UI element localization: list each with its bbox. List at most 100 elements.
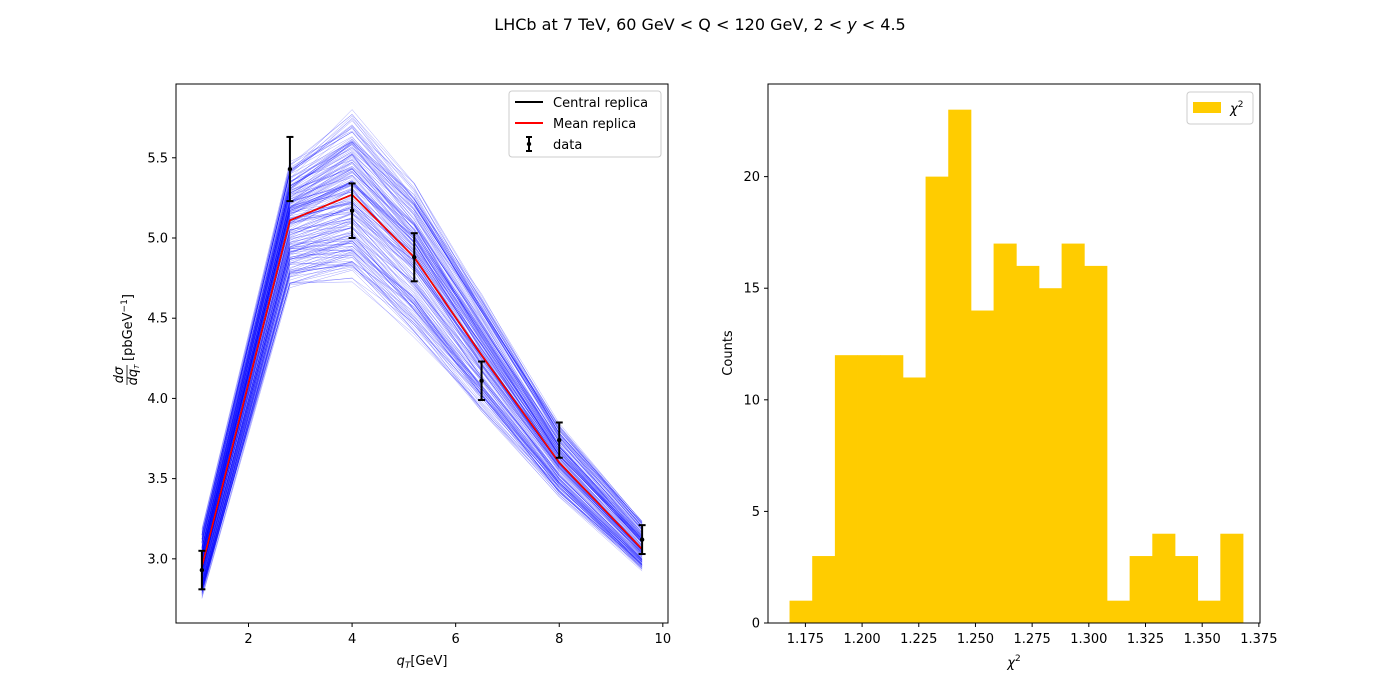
- histogram-bar: [1220, 533, 1244, 623]
- replica-line: [201, 257, 643, 590]
- legend-central-label: Central replica: [553, 96, 648, 111]
- replica-line: [201, 232, 643, 584]
- y-axis-label: Counts: [721, 330, 736, 376]
- legend-box: [508, 90, 662, 158]
- histogram-bar: [1129, 556, 1153, 623]
- legend-data-marker: [526, 141, 532, 147]
- label-part: χ: [1006, 656, 1016, 671]
- replica-line: [201, 250, 643, 589]
- replica-line: [201, 218, 643, 578]
- replica-line: [201, 227, 643, 579]
- replica-line: [201, 265, 643, 591]
- replica-line: [201, 227, 643, 578]
- replica-line: [201, 240, 643, 588]
- x-tick-label: 1.375: [1240, 632, 1277, 647]
- replica-line: [201, 232, 643, 580]
- label-part: T: [133, 364, 141, 369]
- data-point: [557, 437, 562, 443]
- replica-line: [201, 248, 643, 584]
- replica-line: [201, 249, 643, 584]
- replica-line: [201, 240, 643, 586]
- y-tick-label: 5.0: [147, 232, 168, 247]
- x-tick-label: 1.250: [957, 632, 994, 647]
- title-part: y: [846, 15, 857, 34]
- y-tick-label: 15: [743, 282, 760, 297]
- histogram-bar: [880, 355, 904, 623]
- label-part: −1: [120, 299, 130, 312]
- label-part: q: [397, 654, 405, 669]
- x-axis-label: qT[GeV]: [397, 654, 448, 671]
- replica-line: [201, 213, 643, 580]
- right-axes-frame: [767, 83, 1261, 624]
- histogram-bar: [1197, 600, 1221, 623]
- replica-line: [201, 230, 643, 586]
- x-tick-label: 10: [655, 632, 672, 647]
- replica-line: [201, 264, 643, 595]
- title-part: < 4.5: [857, 15, 906, 34]
- replica-line: [201, 262, 643, 592]
- legend-hist-label: χ2: [1229, 100, 1243, 117]
- histogram-bar: [1174, 556, 1199, 623]
- left-axes-frame: [175, 83, 669, 624]
- replica-line: [201, 246, 643, 585]
- replica-line: [201, 217, 643, 577]
- replica-line: [201, 190, 643, 561]
- replica-line: [201, 206, 643, 576]
- y-tick-label: 4.0: [147, 392, 168, 407]
- replica-line: [201, 261, 643, 592]
- x-tick-label: 8: [555, 632, 563, 647]
- x-tick-label: 1.225: [900, 632, 937, 647]
- y-tick-label: 3.0: [147, 552, 168, 567]
- histogram-bar: [834, 355, 858, 623]
- legend-mean-label: Mean replica: [553, 117, 636, 132]
- histogram-bar: [1106, 600, 1131, 623]
- replica-line: [201, 234, 643, 581]
- histogram-bar: [812, 556, 836, 623]
- replica-line: [201, 262, 643, 592]
- replica-line: [201, 222, 643, 584]
- label-part: 2: [1238, 100, 1244, 110]
- left-plot-area: [198, 109, 646, 599]
- legend-hist-swatch: [1193, 102, 1221, 113]
- x-tick-label: 1.300: [1070, 632, 1107, 647]
- replica-line: [201, 225, 643, 575]
- label-part: χ: [1229, 102, 1239, 117]
- replica-line: [201, 253, 643, 585]
- data-point: [479, 378, 484, 383]
- y-label-units: [pbGeV−1]: [120, 294, 136, 361]
- replica-line: [201, 277, 643, 598]
- histogram-bar: [993, 243, 1017, 623]
- replica-line: [201, 251, 643, 587]
- replica-line: [201, 268, 643, 589]
- title-part: LHCb at 7 TeV, 60 GeV < Q < 120 GeV, 2 <: [494, 15, 847, 34]
- y-tick-label: 10: [743, 393, 760, 408]
- histogram-bar: [857, 355, 881, 623]
- y-tick-label: 5: [752, 505, 760, 520]
- replica-line: [201, 240, 643, 576]
- label-part: 2: [1015, 654, 1021, 664]
- replica-line: [201, 264, 643, 589]
- histogram-bar: [970, 310, 994, 623]
- y-tick-label: 20: [743, 170, 760, 185]
- left-panel: 2 4 6 8 103.03.54.04.55.05.5qT[GeV]dσ dqT[pbG…: [112, 83, 672, 671]
- histogram-bar: [1061, 243, 1085, 623]
- x-tick-label: 1.275: [1014, 632, 1051, 647]
- y-tick-label: 4.5: [147, 312, 168, 327]
- y-tick-label: 5.5: [147, 151, 168, 166]
- replica-line: [201, 237, 643, 589]
- histogram-bar: [925, 176, 949, 624]
- replica-line: [201, 220, 643, 581]
- y-axis-label: dσ dqT [pbGeV−1]: [112, 294, 141, 385]
- replica-line: [201, 248, 643, 593]
- replica-line: [201, 245, 643, 586]
- label-part: [GeV]: [410, 654, 447, 669]
- replica-line: [201, 243, 643, 584]
- replica-line: [201, 240, 643, 589]
- replica-line: [201, 248, 643, 589]
- data-point: [287, 166, 293, 172]
- histogram-bar: [902, 377, 926, 623]
- replica-line: [201, 261, 643, 592]
- replica-line: [201, 232, 643, 582]
- figure-title: LHCb at 7 TeV, 60 GeV < Q < 120 GeV, 2 <…: [494, 15, 905, 34]
